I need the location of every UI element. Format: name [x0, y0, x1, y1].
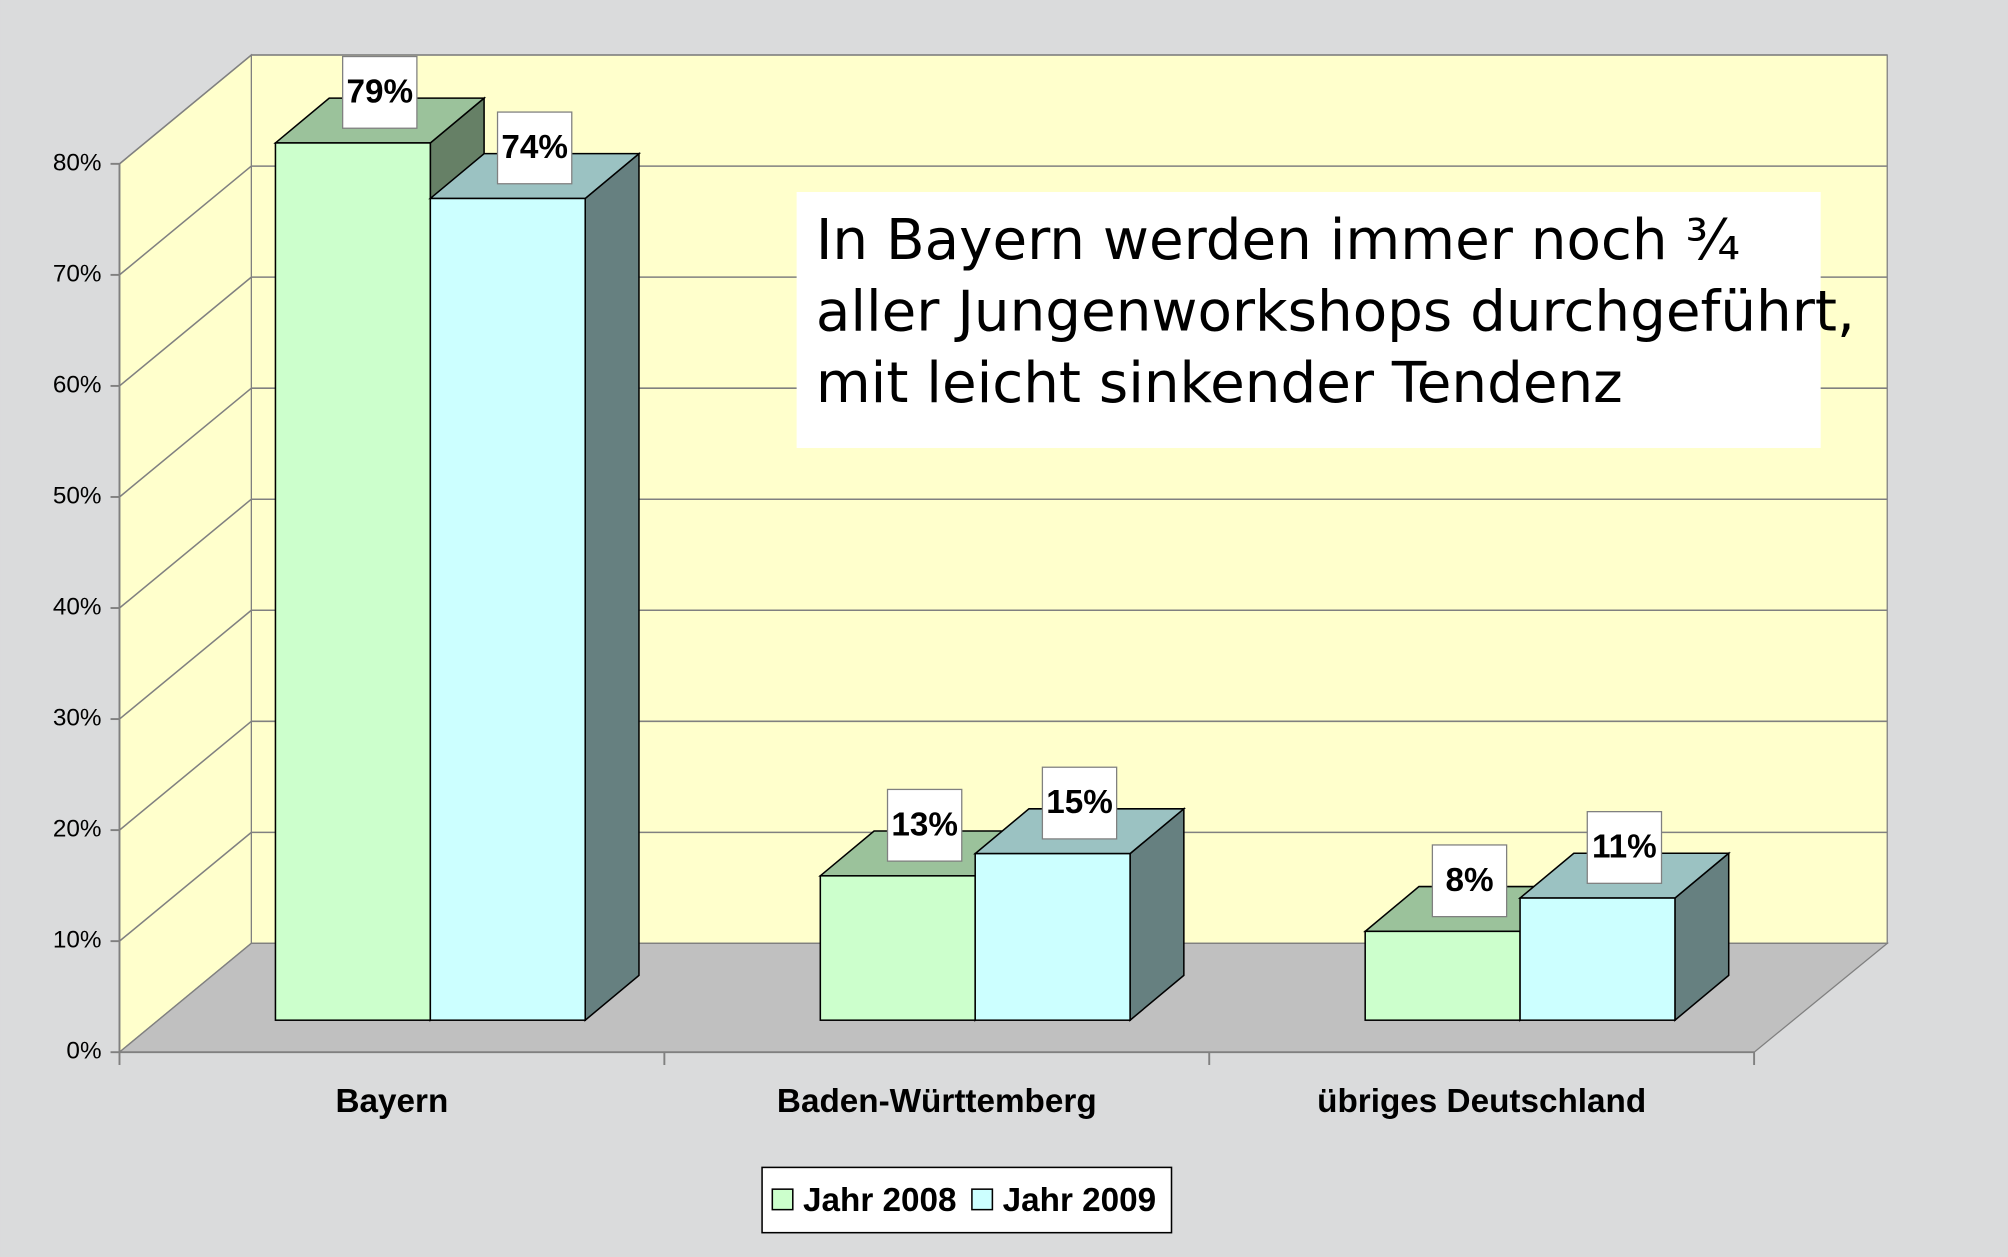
legend-swatch: [971, 1188, 994, 1211]
grid-line: [119, 165, 252, 276]
grid-line: [119, 276, 252, 387]
grid-line: [119, 498, 252, 609]
bar-side: [584, 152, 640, 1022]
legend-box: [761, 1166, 1173, 1234]
bar: [1519, 897, 1676, 1021]
bar: [819, 875, 976, 1021]
bar: [974, 852, 1131, 1021]
x-tick-label: übriges Deutschland: [1317, 1083, 1646, 1120]
legend: Jahr 2008 Jahr 2009: [761, 1166, 1173, 1234]
grid-line: [119, 387, 252, 498]
value-label-box: [1586, 811, 1663, 884]
y-tick-label: 50%: [53, 482, 102, 509]
grid-line: [119, 831, 252, 942]
legend-label: Jahr 2009: [1003, 1182, 1157, 1219]
value-label: 15%: [1046, 784, 1113, 821]
value-label-box: [342, 55, 418, 129]
bar: [274, 142, 432, 1021]
bar: [429, 197, 586, 1021]
bar: [1364, 930, 1521, 1021]
legend-label: Jahr 2008: [803, 1182, 957, 1219]
grid-line: [119, 54, 252, 165]
value-label: 79%: [346, 73, 413, 110]
legend-swatch: [771, 1188, 794, 1211]
y-tick-label: 0%: [66, 1038, 101, 1065]
annotation-line: aller Jungenworkshops durchgeführt,: [816, 280, 1855, 345]
value-label: 11%: [1592, 829, 1657, 866]
y-tick-label: 30%: [53, 704, 102, 731]
annotation-line: In Bayern werden immer noch ¾: [816, 208, 1740, 273]
value-label-box: [1041, 766, 1118, 840]
value-label-box: [886, 788, 963, 862]
value-label-box: [496, 111, 573, 185]
annotation-box: [796, 192, 1821, 449]
value-label-box: [1431, 844, 1508, 918]
annotation: In Bayern werden immer noch ¾ aller Junge…: [796, 192, 1855, 449]
annotation-line: mit leicht sinkender Tendenz: [816, 351, 1623, 416]
value-label: 8%: [1445, 862, 1493, 899]
y-tick-label: 70%: [53, 260, 102, 287]
x-tick-label: Baden-Württemberg: [777, 1083, 1097, 1120]
value-label: 74%: [501, 129, 568, 166]
y-tick-label: 60%: [53, 371, 102, 398]
grid-line: [119, 720, 252, 831]
bars: 79% 74% 13% 15% 8% 11%: [273, 55, 1731, 1022]
y-tick-label: 40%: [53, 593, 102, 620]
y-tick-label: 80%: [53, 149, 102, 176]
x-tick-label: Bayern: [336, 1083, 449, 1120]
y-tick-label: 20%: [53, 816, 102, 843]
y-tick-label: 10%: [53, 927, 102, 954]
grid-line: [119, 609, 252, 720]
value-label: 13%: [891, 806, 958, 843]
